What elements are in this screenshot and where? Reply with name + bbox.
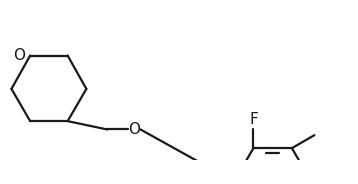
Text: F: F bbox=[249, 112, 258, 127]
Text: O: O bbox=[13, 48, 25, 63]
Text: O: O bbox=[128, 122, 140, 137]
